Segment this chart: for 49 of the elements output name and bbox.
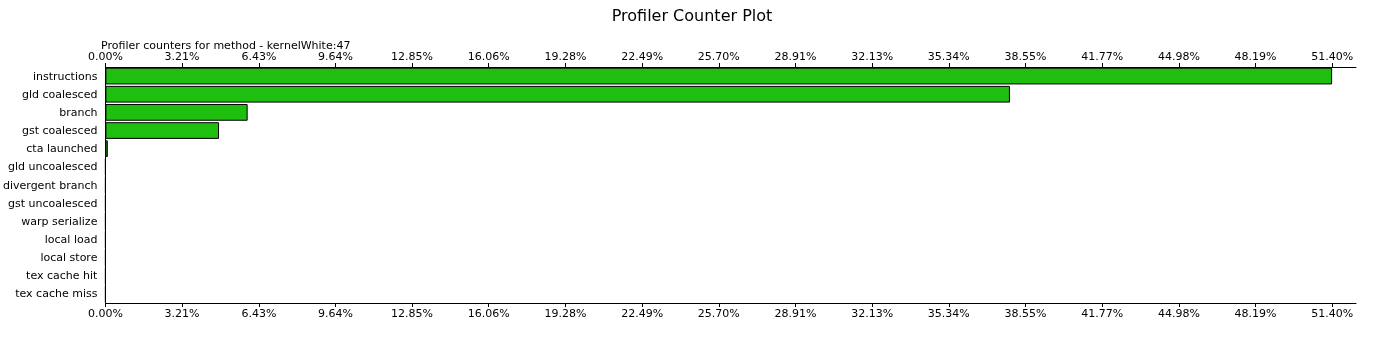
x-tick-label: 6.43% bbox=[241, 307, 277, 320]
y-tick-label: cta launched bbox=[26, 142, 98, 156]
chart-title: Profiler Counter Plot bbox=[611, 5, 773, 25]
x2-tick-label: 0.00% bbox=[87, 50, 123, 63]
x-tick-label: 12.85% bbox=[391, 307, 434, 320]
y-tick-label: instructions bbox=[32, 69, 98, 83]
x2-tick-label: 38.55% bbox=[1004, 50, 1047, 63]
x2-tick-label: 44.98% bbox=[1157, 50, 1200, 63]
x2-tick-label: 48.19% bbox=[1234, 50, 1277, 63]
x2-tick-label: 25.70% bbox=[697, 50, 740, 63]
x2-tick-label: 35.34% bbox=[927, 50, 970, 63]
x2-tick-label: 19.28% bbox=[544, 50, 587, 63]
x-tick-label: 3.21% bbox=[164, 307, 200, 320]
x-tick-label: 9.64% bbox=[318, 307, 353, 320]
x-tick-label: 51.40% bbox=[1311, 307, 1354, 320]
x-tick-label: 35.34% bbox=[927, 307, 970, 320]
y-tick-label: gld coalesced bbox=[22, 87, 98, 101]
x-tick-label: 0.00% bbox=[87, 307, 123, 320]
x-tick-label: 19.28% bbox=[544, 307, 587, 320]
x2-tick-label: 9.64% bbox=[318, 50, 353, 63]
y-tick-label: tex cache miss bbox=[15, 287, 98, 301]
y-tick-label: gld uncoalesced bbox=[8, 160, 98, 174]
y-tick-label: tex cache hit bbox=[26, 269, 99, 283]
x2-tick-label: 3.21% bbox=[164, 50, 200, 63]
x-tick-label: 48.19% bbox=[1234, 307, 1277, 320]
x2-tick-label: 6.43% bbox=[241, 50, 277, 63]
x-tick-label: 38.55% bbox=[1004, 307, 1047, 320]
x-tick-label: 28.91% bbox=[774, 307, 817, 320]
x-tick-label: 41.77% bbox=[1081, 307, 1124, 320]
y-tick-label: branch bbox=[59, 105, 98, 119]
x2-tick-label: 22.49% bbox=[621, 50, 664, 63]
y-tick-label: warp serialize bbox=[21, 214, 98, 228]
x2-tick-label: 12.85% bbox=[391, 50, 434, 63]
x2-tick-label: 41.77% bbox=[1081, 50, 1124, 63]
chart-subtitle: Profiler counters for method - kernelWhite:47 bbox=[101, 39, 351, 52]
x2-tick-label: 51.40% bbox=[1311, 50, 1354, 63]
x-tick-label: 44.98% bbox=[1157, 307, 1200, 320]
x-tick-label: 32.13% bbox=[851, 307, 894, 320]
y-tick-label: gst uncoalesced bbox=[8, 196, 98, 210]
x-tick-label: 25.70% bbox=[697, 307, 740, 320]
y-tick-label: divergent branch bbox=[2, 178, 98, 192]
y-tick-label: local load bbox=[44, 232, 98, 246]
x2-tick-label: 32.13% bbox=[851, 50, 894, 63]
y-tick-label: local store bbox=[40, 251, 98, 265]
x-tick-label: 16.06% bbox=[467, 307, 510, 320]
x-tick-label: 22.49% bbox=[621, 307, 664, 320]
y-tick-label: gst coalesced bbox=[22, 124, 98, 138]
x2-tick-label: 28.91% bbox=[774, 50, 817, 63]
x2-tick-label: 16.06% bbox=[467, 50, 510, 63]
